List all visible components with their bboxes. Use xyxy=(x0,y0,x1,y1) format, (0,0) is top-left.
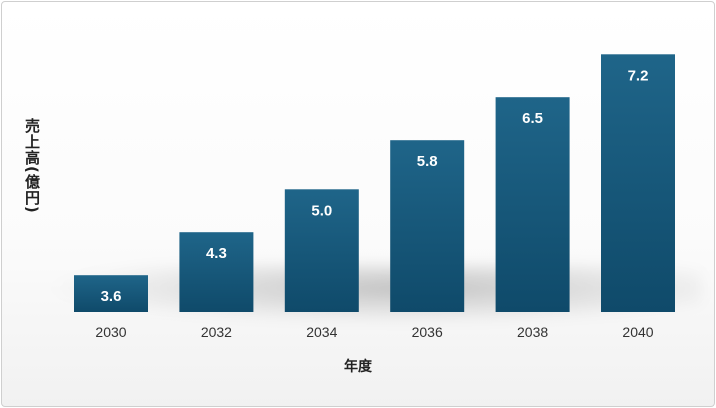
x-tick-2030: 2030 xyxy=(95,324,126,340)
floor-shadow xyxy=(42,264,702,324)
x-tick-2040: 2040 xyxy=(622,324,653,340)
x-tick-2038: 2038 xyxy=(517,324,548,340)
bar-2038 xyxy=(495,97,570,312)
bar-2034 xyxy=(284,189,359,312)
data-label-2038: 6.5 xyxy=(522,110,543,127)
data-label-2036: 5.8 xyxy=(417,153,438,170)
data-label-2032: 4.3 xyxy=(206,245,227,262)
y-axis-label: 売上高(億円) xyxy=(23,118,41,214)
data-label-2040: 7.2 xyxy=(628,67,649,84)
data-label-2030: 3.6 xyxy=(101,288,122,305)
bar-2032 xyxy=(179,232,254,312)
bar-2040 xyxy=(601,54,675,313)
x-axis-label: 年度 xyxy=(344,359,372,375)
x-tick-2032: 2032 xyxy=(201,324,232,340)
x-tick-2034: 2034 xyxy=(306,324,337,340)
bar-2030 xyxy=(74,275,148,312)
bar-2036 xyxy=(390,140,465,312)
data-label-2034: 5.0 xyxy=(311,202,332,219)
x-tick-2036: 2036 xyxy=(412,324,443,340)
